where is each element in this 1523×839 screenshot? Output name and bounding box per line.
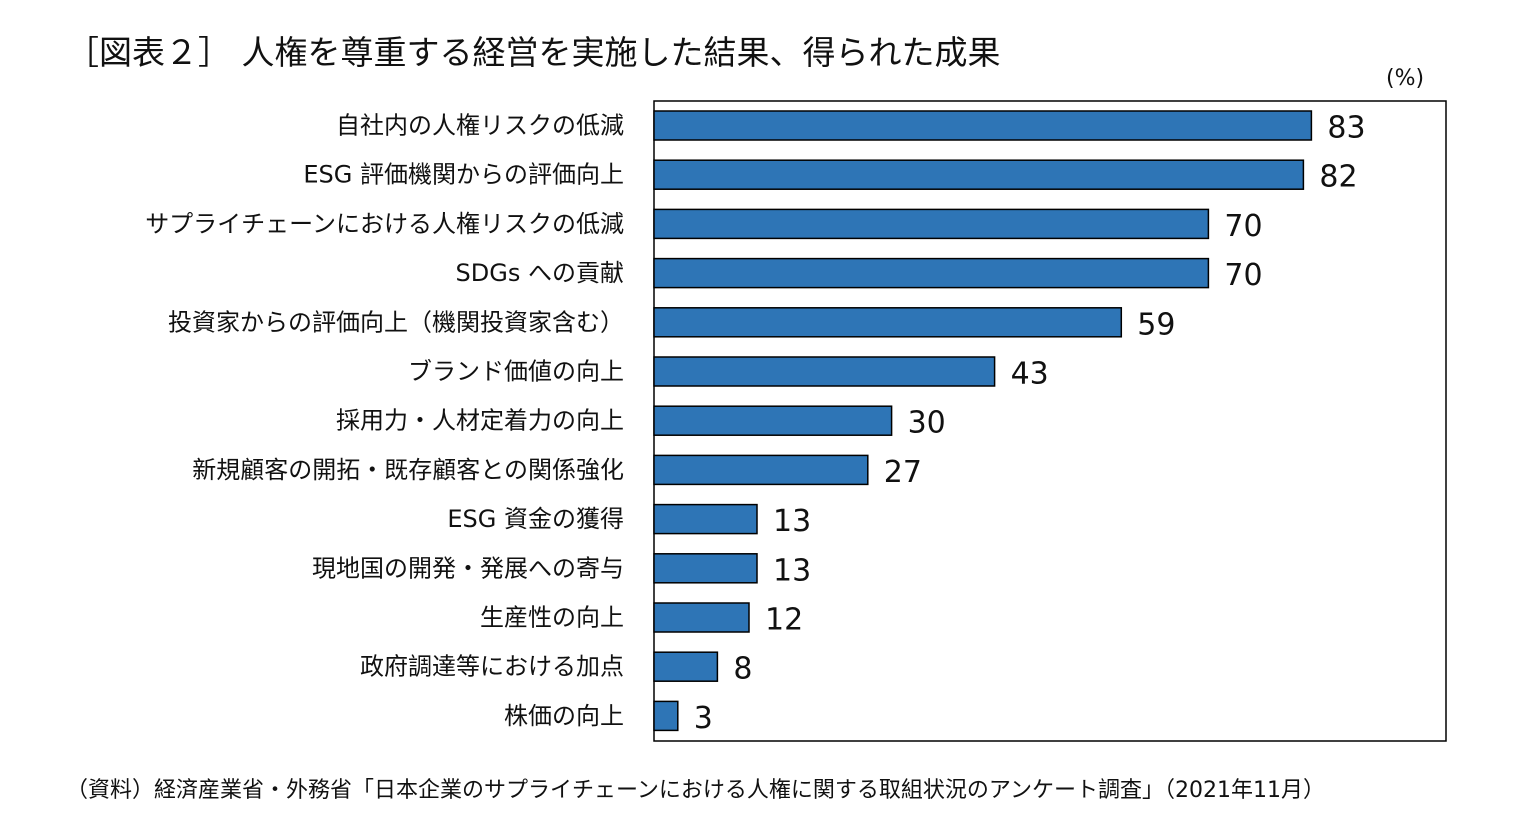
data-label: 12 (765, 603, 803, 638)
data-label: 30 (908, 406, 946, 441)
bar (653, 454, 869, 486)
bar (653, 208, 1210, 240)
data-label: 59 (1137, 307, 1175, 342)
category-label: ESG 評価機関からの評価向上 (303, 161, 624, 189)
category-label: 現地国の開発・発展への寄与 (312, 554, 624, 582)
bar (653, 700, 679, 732)
data-label: 82 (1319, 160, 1357, 195)
data-label: 43 (1011, 357, 1049, 392)
category-label: 株価の向上 (504, 702, 624, 730)
bar (653, 405, 893, 436)
source-note: （資料）経済産業省・外務省「日本企業のサプライチェーンにおける人権に関する取組状… (66, 778, 1326, 803)
category-label: 生産性の向上 (480, 604, 624, 632)
data-label: 27 (884, 455, 922, 490)
bar (653, 110, 1313, 141)
bar (653, 503, 758, 535)
value-labels-layer: 83 82 70 70 59 43 30 27 13 13 12 83 (694, 111, 1366, 736)
data-label: 70 (1224, 209, 1262, 244)
category-label: 採用力・人材定着力の向上 (336, 407, 624, 435)
chart-title: ［図表２］ 人権を尊重する経営を実施した結果、得られた成果 (66, 33, 1001, 72)
category-label: ESG 資金の獲得 (447, 505, 624, 533)
category-label: 新規顧客の開拓・既存顧客との関係強化 (192, 456, 624, 484)
data-label: 13 (773, 553, 811, 588)
bar (653, 257, 1210, 289)
category-label: ブランド価値の向上 (408, 358, 624, 386)
bar (653, 602, 750, 633)
category-labels-layer: 自社内の人権リスクの低減 ESG 評価機関からの評価向上サプライチェーンにおける人… (145, 112, 624, 730)
bars-layer (653, 110, 1313, 732)
data-label: 70 (1224, 258, 1262, 293)
category-label: 自社内の人権リスクの低減 (336, 112, 624, 140)
category-label: サプライチェーンにおける人権リスクの低減 (145, 210, 624, 238)
bar (653, 651, 719, 682)
chart-unit-label: (%) (1386, 66, 1425, 91)
category-label: 政府調達等における加点 (360, 653, 624, 681)
data-label: 83 (1327, 111, 1365, 146)
bar (653, 159, 1305, 190)
bar (653, 553, 758, 584)
category-label: 投資家からの評価向上（機関投資家含む） (168, 308, 624, 336)
bar (653, 356, 996, 387)
data-label: 13 (773, 504, 811, 539)
data-label: 8 (733, 652, 752, 687)
bar (653, 307, 1123, 338)
category-label: SDGs への貢献 (456, 259, 624, 287)
data-label: 3 (694, 701, 713, 736)
